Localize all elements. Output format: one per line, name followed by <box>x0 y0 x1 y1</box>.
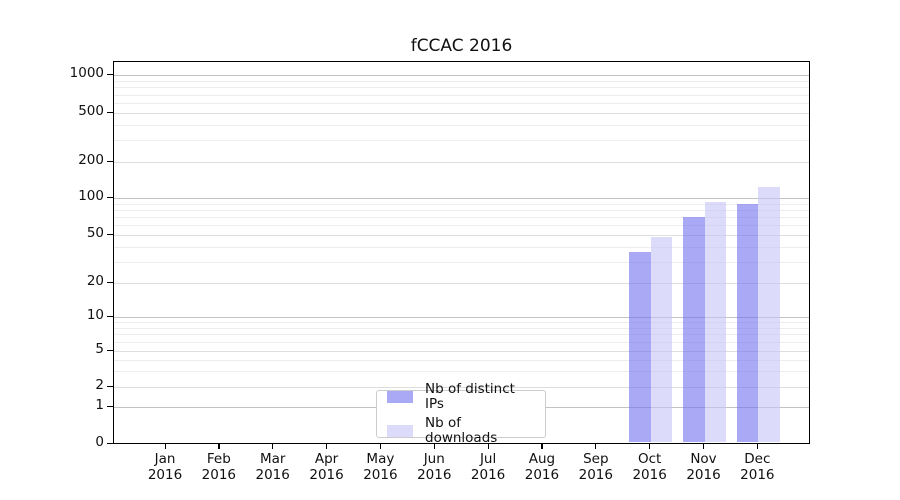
x-tick <box>164 443 166 449</box>
y-minor-gridline <box>114 209 809 211</box>
y-minor-gridline <box>114 342 809 344</box>
y-minor-gridline <box>114 246 809 248</box>
bar-nb-of-distinct-ips-dec <box>736 203 759 443</box>
y-minor-gridline <box>114 87 809 89</box>
y-minor-gridline <box>114 327 809 329</box>
x-tick <box>649 443 651 449</box>
x-tick-label: Aug 2016 <box>524 451 560 483</box>
y-minor-gridline <box>114 80 809 82</box>
legend-row-downloads: Nb of downloads <box>387 416 535 446</box>
y-major-gridline <box>114 198 809 199</box>
y-tick <box>107 111 113 113</box>
y-major-gridline <box>114 317 809 318</box>
y-tick <box>107 405 113 407</box>
x-tick <box>433 443 435 449</box>
y-major-gridline <box>114 113 809 114</box>
y-minor-gridline <box>114 261 809 263</box>
bar-nb-of-downloads-nov <box>704 202 726 443</box>
y-tick <box>107 442 113 444</box>
bar-nb-of-downloads-oct <box>650 237 673 443</box>
y-minor-gridline <box>114 225 809 227</box>
y-major-gridline <box>114 162 809 163</box>
y-tick-label: 10 <box>86 307 104 323</box>
x-tick-label: Nov 2016 <box>686 451 721 483</box>
y-tick-label: 500 <box>78 103 104 119</box>
x-tick-label: Mar 2016 <box>255 451 290 483</box>
bar-nb-of-distinct-ips-oct <box>629 252 651 443</box>
y-tick-label: 1000 <box>69 65 104 81</box>
legend: Nb of distinct IPs Nb of downloads <box>376 382 546 446</box>
chart-title: fCCAC 2016 <box>410 36 513 56</box>
x-tick <box>595 443 597 449</box>
x-tick <box>218 443 220 449</box>
y-tick-label: 1 <box>95 397 104 413</box>
y-minor-gridline <box>114 203 809 205</box>
y-minor-gridline <box>114 140 809 142</box>
x-tick <box>703 443 705 449</box>
legend-swatch-downloads <box>387 425 413 437</box>
x-tick <box>756 443 759 449</box>
y-minor-gridline <box>114 371 809 373</box>
y-major-gridline <box>114 75 809 76</box>
x-tick <box>272 443 274 449</box>
y-tick-label: 2 <box>95 377 104 393</box>
y-tick <box>107 160 113 162</box>
x-tick-label: Sep 2016 <box>578 451 613 483</box>
y-tick-label: 50 <box>86 225 104 241</box>
x-tick <box>326 443 328 449</box>
x-tick-label: May 2016 <box>363 451 398 483</box>
y-tick-label: 5 <box>95 341 104 357</box>
y-tick <box>107 233 113 235</box>
y-tick <box>107 315 113 317</box>
x-tick <box>541 443 543 449</box>
x-tick-label: Oct 2016 <box>632 451 667 483</box>
legend-row-distinct-ips: Nb of distinct IPs <box>387 382 535 412</box>
legend-label-distinct-ips: Nb of distinct IPs <box>425 381 515 412</box>
legend-label-downloads: Nb of downloads <box>425 415 498 446</box>
y-tick <box>107 196 113 198</box>
x-tick <box>379 443 382 449</box>
y-minor-gridline <box>114 124 809 126</box>
y-tick <box>107 73 113 75</box>
x-tick <box>487 443 489 449</box>
legend-swatch-distinct-ips <box>387 391 413 403</box>
x-tick-label: Apr 2016 <box>309 451 344 483</box>
y-minor-gridline <box>114 103 809 104</box>
bar-nb-of-distinct-ips-nov <box>683 217 705 443</box>
y-minor-gridline <box>114 359 809 361</box>
y-tick <box>107 281 113 283</box>
y-major-gridline <box>114 235 809 236</box>
x-tick-label: Jul 2016 <box>470 451 506 483</box>
plot-area <box>113 61 810 444</box>
x-tick-label: Dec 2016 <box>740 451 775 483</box>
y-major-gridline <box>114 283 809 284</box>
y-major-gridline <box>114 351 809 352</box>
y-tick-label: 20 <box>86 273 104 289</box>
y-tick-label: 200 <box>78 152 104 168</box>
y-tick-label: 0 <box>95 434 104 450</box>
y-tick <box>107 385 113 387</box>
x-tick-label: Jan 2016 <box>147 451 183 483</box>
y-tick <box>107 349 113 351</box>
x-tick-label: Jun 2016 <box>417 451 452 483</box>
y-tick-label: 100 <box>78 188 104 204</box>
y-major-gridline <box>114 387 809 388</box>
y-minor-gridline <box>114 322 809 324</box>
y-minor-gridline <box>114 217 809 219</box>
bar-nb-of-downloads-dec <box>758 186 780 443</box>
y-minor-gridline <box>114 94 809 96</box>
x-tick-label: Feb 2016 <box>201 451 237 483</box>
y-minor-gridline <box>114 334 809 336</box>
